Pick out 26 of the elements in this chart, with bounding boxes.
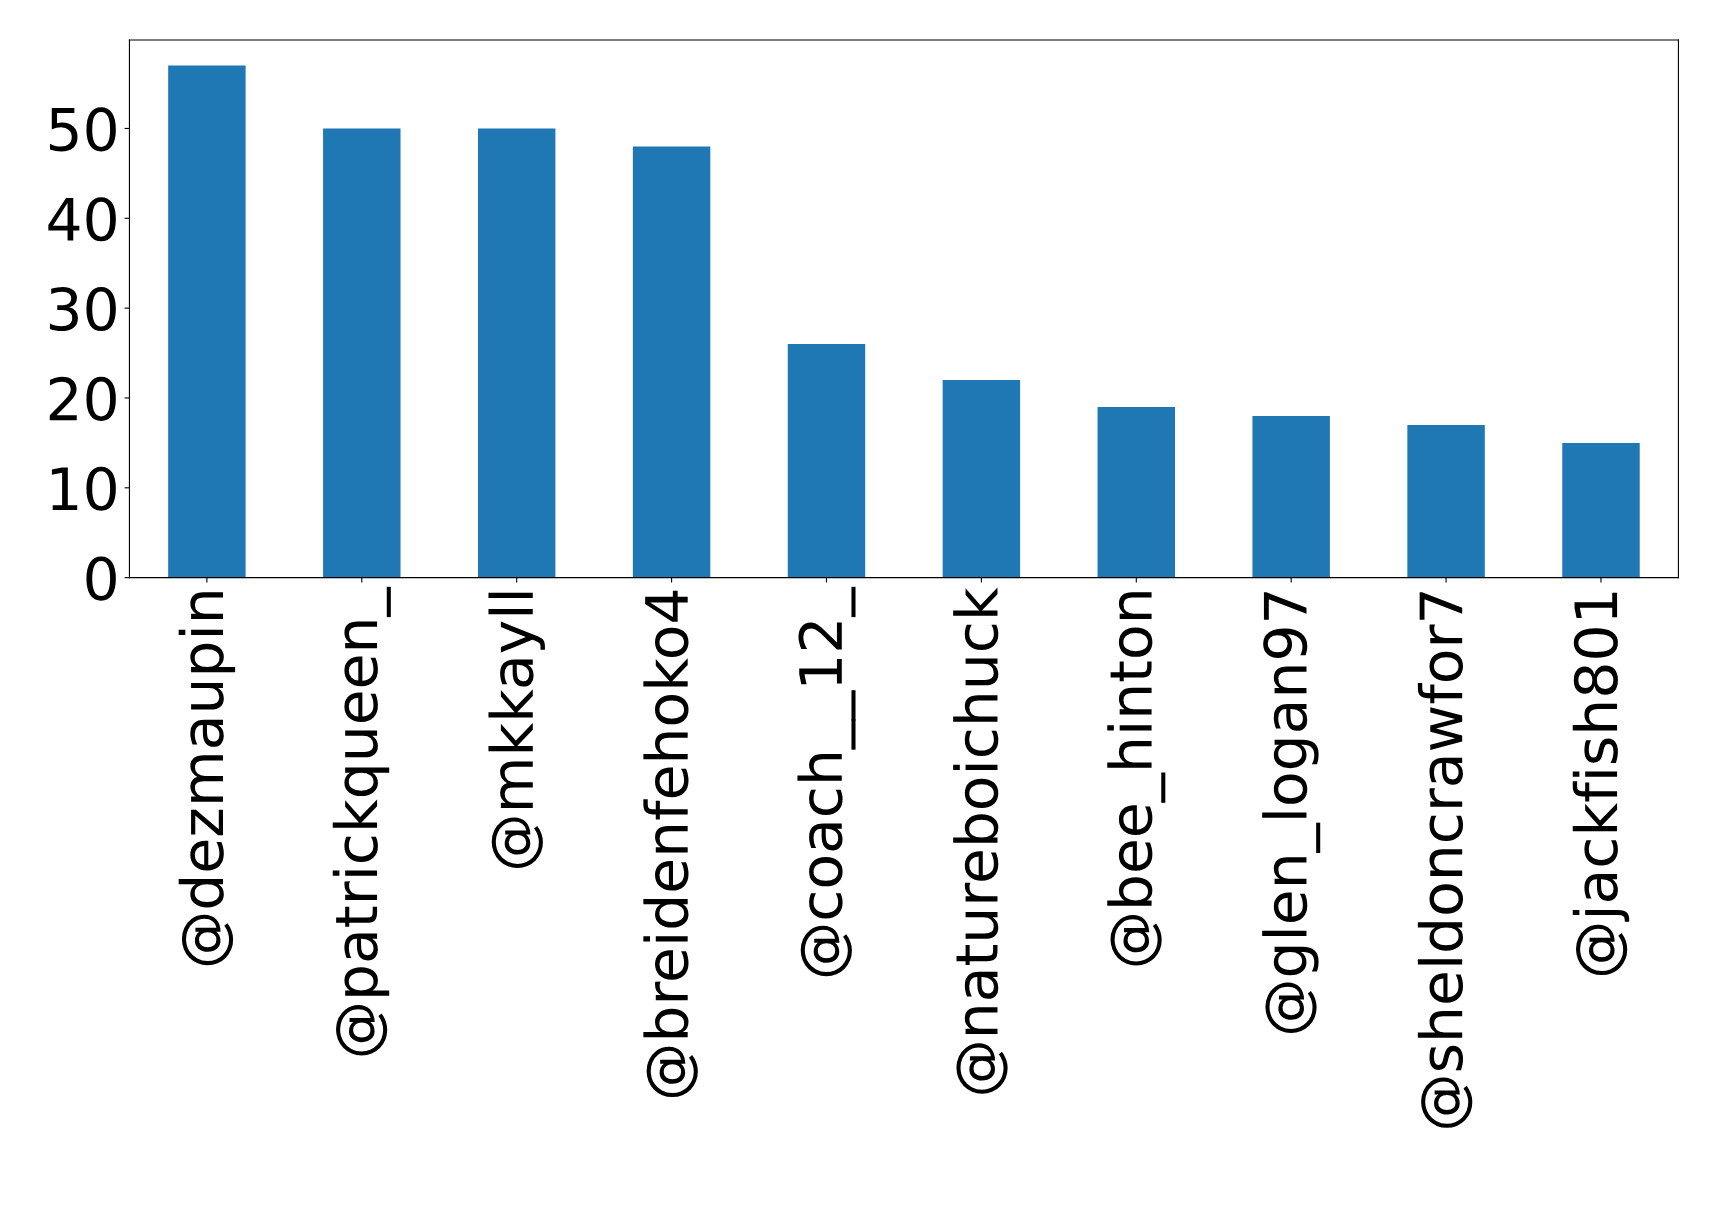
x-tick-label: @bee_hinton [1107, 592, 1166, 966]
bar [323, 128, 401, 578]
x-tick-label: @natureboichuck [953, 587, 1008, 1094]
y-tick-label: 0 [86, 556, 116, 601]
x-tick-label: @glen_logan97 [1262, 592, 1321, 1033]
x-tick-label: @jackfish801 [1572, 592, 1630, 976]
y-tick-label: 10 [51, 466, 116, 511]
bar [168, 65, 246, 578]
x-tick-label: @patrickqueen_ [332, 586, 391, 1056]
y-tick-label: 30 [49, 287, 116, 332]
x-tick-label: @dezmaupin [178, 592, 236, 966]
bar [632, 146, 711, 578]
bar [1562, 442, 1640, 578]
bar [1097, 406, 1176, 578]
x-tick-label: @breidenfehoko4 [643, 590, 698, 1098]
bar [1407, 424, 1485, 578]
y-tick-label: 50 [49, 107, 116, 152]
x-tick-label: @sheldoncrawfor7 [1417, 592, 1473, 1128]
x-tick-label: @coach__12_ [797, 586, 856, 977]
y-tick-label: 20 [49, 376, 116, 421]
bar [787, 344, 866, 578]
x-tick-label: @mkkayll [488, 592, 545, 868]
bar [1252, 415, 1330, 578]
y-tick-label: 40 [48, 197, 116, 242]
bar [477, 128, 556, 578]
bar [942, 380, 1021, 578]
